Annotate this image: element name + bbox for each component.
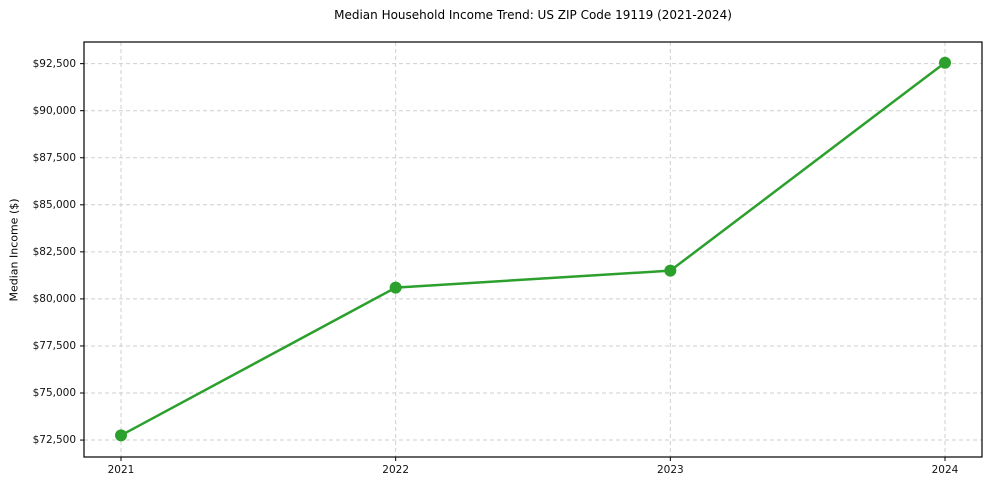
data-point-2023 <box>664 264 677 277</box>
x-tick-label: 2021 <box>107 464 135 476</box>
y-tick-label: $80,000 <box>32 292 76 305</box>
data-point-2022 <box>389 281 402 294</box>
plot-frame <box>83 41 983 458</box>
data-point-2021 <box>115 429 127 442</box>
data-point-2024 <box>939 56 951 69</box>
y-tick-label: $85,000 <box>32 198 76 211</box>
chart-title: Median Household Income Trend: US ZIP Co… <box>334 8 732 22</box>
y-tick-label: $77,500 <box>32 339 76 352</box>
y-tick-label: $82,500 <box>32 245 76 258</box>
y-tick-label: $90,000 <box>32 104 76 117</box>
y-tick-label: $92,500 <box>32 57 76 70</box>
x-tick-label: 2022 <box>382 464 410 476</box>
income-line-series <box>119 61 947 437</box>
x-tick-label: 2024 <box>931 464 959 476</box>
y-tick-label: $75,000 <box>32 387 76 399</box>
x-tick-label: 2023 <box>656 464 684 476</box>
y-tick-label: $72,500 <box>32 434 76 447</box>
y-tick-label: $87,500 <box>32 151 76 164</box>
